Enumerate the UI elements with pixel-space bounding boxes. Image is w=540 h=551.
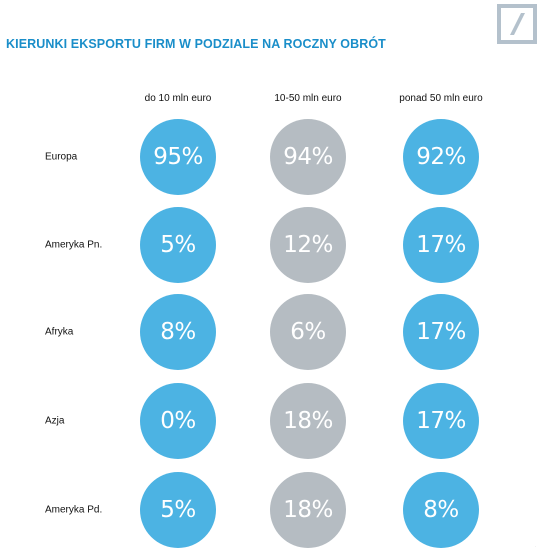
value-label: 17% — [416, 319, 466, 345]
value-circle-medium: 18% — [270, 383, 346, 459]
row-label: Europa — [45, 151, 78, 163]
row-label: Ameryka Pn. — [45, 239, 103, 251]
value-circle-large: 17% — [403, 207, 479, 283]
row-label: Ameryka Pd. — [45, 504, 103, 516]
value-label: 0% — [160, 408, 196, 434]
value-circle-large: 8% — [403, 472, 479, 548]
value-circle-large: 17% — [403, 383, 479, 459]
value-label: 17% — [416, 232, 466, 258]
column-header-small: do 10 mln euro — [144, 93, 212, 104]
value-label: 5% — [160, 497, 196, 523]
value-label: 94% — [283, 144, 333, 170]
page-title: KIERUNKI EKSPORTU FIRM W PODZIALE NA ROC… — [6, 37, 386, 51]
value-circle-small: 0% — [140, 383, 216, 459]
value-circle-large: 92% — [403, 119, 479, 195]
logo-slash-icon — [510, 13, 525, 35]
value-label: 8% — [423, 497, 459, 523]
row-label: Azja — [45, 415, 65, 427]
value-label: 5% — [160, 232, 196, 258]
value-label: 12% — [283, 232, 333, 258]
column-header-large: ponad 50 mln euro — [399, 93, 483, 104]
value-circle-medium: 12% — [270, 207, 346, 283]
row-label: Afryka — [45, 326, 74, 338]
column-header-medium: 10-50 mln euro — [274, 93, 342, 104]
value-label: 8% — [160, 319, 196, 345]
value-label: 18% — [283, 497, 333, 523]
value-circle-medium: 6% — [270, 294, 346, 370]
value-circle-small: 95% — [140, 119, 216, 195]
value-label: 18% — [283, 408, 333, 434]
value-label: 17% — [416, 408, 466, 434]
value-circle-medium: 18% — [270, 472, 346, 548]
value-label: 92% — [416, 144, 466, 170]
deutsche-bank-logo-icon — [497, 4, 537, 44]
value-circle-small: 5% — [140, 207, 216, 283]
value-label: 6% — [290, 319, 326, 345]
value-label: 95% — [153, 144, 203, 170]
value-circle-medium: 94% — [270, 119, 346, 195]
value-circle-large: 17% — [403, 294, 479, 370]
footnote-mark: · — [534, 544, 536, 549]
value-circle-small: 8% — [140, 294, 216, 370]
value-circle-small: 5% — [140, 472, 216, 548]
